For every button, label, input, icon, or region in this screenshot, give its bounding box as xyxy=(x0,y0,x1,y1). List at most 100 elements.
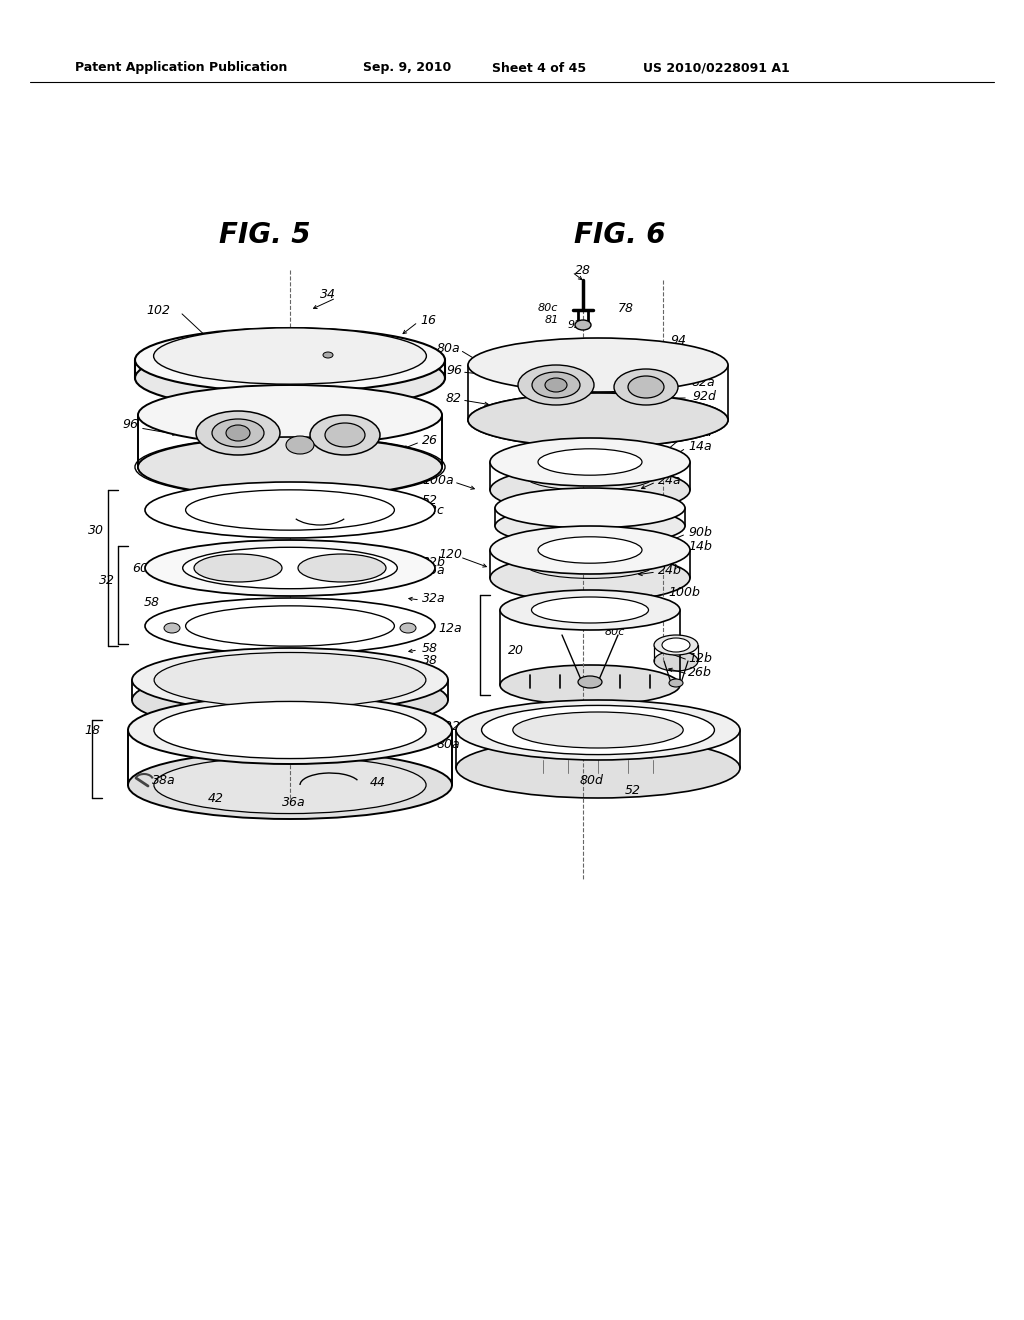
Ellipse shape xyxy=(490,438,690,486)
Text: 54: 54 xyxy=(220,642,236,655)
Text: 36: 36 xyxy=(265,754,281,767)
Ellipse shape xyxy=(654,651,698,671)
Text: 14a: 14a xyxy=(688,440,712,453)
Text: 82: 82 xyxy=(446,392,462,404)
Ellipse shape xyxy=(518,366,594,405)
Text: 90b: 90b xyxy=(688,525,712,539)
Ellipse shape xyxy=(654,635,698,655)
Ellipse shape xyxy=(531,597,648,623)
Text: 12b: 12b xyxy=(688,652,712,664)
Ellipse shape xyxy=(185,490,394,531)
Ellipse shape xyxy=(662,638,690,652)
Text: 24b: 24b xyxy=(658,564,682,577)
Ellipse shape xyxy=(145,540,435,597)
Text: 60: 60 xyxy=(132,561,148,574)
Text: 84: 84 xyxy=(690,739,706,752)
Text: 52: 52 xyxy=(422,494,438,507)
Ellipse shape xyxy=(545,378,567,392)
Text: FIG. 5: FIG. 5 xyxy=(219,220,310,249)
Ellipse shape xyxy=(490,525,690,574)
Ellipse shape xyxy=(323,352,333,358)
Ellipse shape xyxy=(182,548,397,589)
Ellipse shape xyxy=(669,678,683,686)
Text: 90a: 90a xyxy=(688,425,712,438)
Text: 50: 50 xyxy=(228,374,244,387)
Ellipse shape xyxy=(500,665,680,705)
Ellipse shape xyxy=(298,554,386,582)
Text: 42: 42 xyxy=(208,792,224,804)
Text: 22: 22 xyxy=(666,638,682,651)
Ellipse shape xyxy=(196,411,280,455)
Text: 92c: 92c xyxy=(568,319,589,330)
Text: 82a: 82a xyxy=(692,375,716,388)
Ellipse shape xyxy=(532,372,580,399)
Text: 32b: 32b xyxy=(422,556,445,569)
Text: 102: 102 xyxy=(146,304,170,317)
Text: 56b: 56b xyxy=(278,560,299,570)
Ellipse shape xyxy=(128,696,452,764)
Text: 26a: 26a xyxy=(692,347,716,360)
Text: 80a: 80a xyxy=(436,342,460,355)
Text: 80c: 80c xyxy=(605,627,626,638)
Text: FIG. 6: FIG. 6 xyxy=(574,220,666,249)
Text: 80d: 80d xyxy=(580,774,604,787)
Ellipse shape xyxy=(575,319,591,330)
Text: Patent Application Publication: Patent Application Publication xyxy=(75,62,288,74)
Text: 16: 16 xyxy=(420,314,436,326)
Ellipse shape xyxy=(456,700,740,760)
Ellipse shape xyxy=(164,623,180,634)
Text: 78: 78 xyxy=(618,301,634,314)
Ellipse shape xyxy=(325,422,365,447)
Ellipse shape xyxy=(400,623,416,634)
Ellipse shape xyxy=(128,751,452,818)
Ellipse shape xyxy=(468,393,728,447)
Ellipse shape xyxy=(154,327,426,384)
Ellipse shape xyxy=(490,466,690,513)
Text: 60: 60 xyxy=(310,524,326,536)
Text: 56a: 56a xyxy=(422,565,445,578)
Text: 98: 98 xyxy=(395,404,411,417)
Ellipse shape xyxy=(538,449,642,475)
Text: 58: 58 xyxy=(144,595,160,609)
Text: 34: 34 xyxy=(319,289,336,301)
Text: 30: 30 xyxy=(88,524,104,536)
Text: 35: 35 xyxy=(330,642,346,655)
Ellipse shape xyxy=(185,606,394,647)
Text: 12a: 12a xyxy=(438,622,462,635)
Text: 78: 78 xyxy=(319,368,336,381)
Text: 32c: 32c xyxy=(422,503,444,516)
Text: 96: 96 xyxy=(446,363,462,376)
Ellipse shape xyxy=(145,482,435,539)
Text: 100b: 100b xyxy=(668,586,699,598)
Text: 40: 40 xyxy=(422,714,438,726)
Ellipse shape xyxy=(614,370,678,405)
Ellipse shape xyxy=(513,711,683,748)
Ellipse shape xyxy=(286,436,314,454)
Ellipse shape xyxy=(468,393,728,447)
Text: 80d: 80d xyxy=(690,723,714,737)
Ellipse shape xyxy=(155,652,426,708)
Text: 28: 28 xyxy=(575,264,591,276)
Ellipse shape xyxy=(628,376,664,399)
Text: 44: 44 xyxy=(370,776,386,788)
Text: 94: 94 xyxy=(670,334,686,346)
Ellipse shape xyxy=(135,327,445,392)
Text: 32: 32 xyxy=(99,573,115,586)
Text: Sep. 9, 2010: Sep. 9, 2010 xyxy=(362,62,452,74)
Text: 100a: 100a xyxy=(422,474,454,487)
Text: 26: 26 xyxy=(422,433,438,446)
Ellipse shape xyxy=(138,437,442,498)
Text: 38: 38 xyxy=(422,653,438,667)
Ellipse shape xyxy=(194,554,282,582)
Text: 38a: 38a xyxy=(152,774,176,787)
Text: 62: 62 xyxy=(220,576,234,585)
Ellipse shape xyxy=(154,756,426,813)
Text: 52: 52 xyxy=(625,784,641,796)
Ellipse shape xyxy=(538,537,642,564)
Ellipse shape xyxy=(456,738,740,799)
Text: 58: 58 xyxy=(422,642,438,655)
Ellipse shape xyxy=(226,425,250,441)
Text: 36: 36 xyxy=(148,714,164,726)
Ellipse shape xyxy=(154,701,426,759)
Text: 56b: 56b xyxy=(222,560,244,570)
